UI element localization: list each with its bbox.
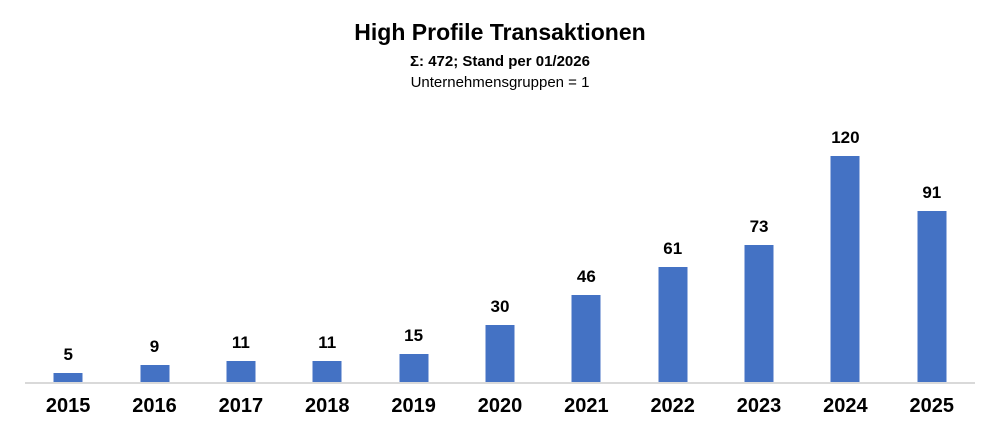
chart-subtitle-line1: Σ: 472; Stand per 01/2026 (410, 53, 590, 70)
bar (658, 267, 688, 382)
bar-value-label: 11 (231, 333, 250, 352)
chart-subtitle-line2: Unternehmensgruppen = 1 (410, 74, 590, 91)
x-axis-line (25, 382, 975, 384)
bar (226, 361, 256, 382)
x-axis-labels-row: 2015 2016 2017 2018 2019 2020 2021 2022 … (25, 394, 975, 418)
bar-group: 46 (543, 102, 629, 382)
x-axis-tick-label: 2017 (218, 395, 264, 417)
x-axis-tick-label: 2020 (477, 395, 523, 417)
x-axis-tick-label: 2016 (132, 395, 177, 417)
x-axis-tick-label: 2021 (564, 395, 609, 417)
bar (830, 156, 860, 382)
bar-group: 73 (716, 102, 802, 382)
plot-area: 5 9 11 11 15 30 46 61 73 120 91 (25, 0, 975, 438)
bar-group: 5 (25, 102, 111, 382)
bar-value-label: 120 (831, 128, 860, 147)
bar (140, 365, 170, 382)
x-axis-tick-label: 2025 (909, 395, 955, 417)
bar-group: 15 (370, 102, 456, 382)
bar (53, 373, 83, 382)
bar (571, 295, 601, 382)
bar (312, 361, 342, 382)
bar-value-label: 11 (318, 333, 337, 352)
bar-value-label: 73 (749, 217, 769, 236)
chart-title: High Profile Transaktionen (354, 19, 646, 45)
bar-group: 120 (802, 102, 888, 382)
bar-group: 30 (457, 102, 543, 382)
bar-value-label: 30 (490, 297, 510, 316)
bar-group: 11 (284, 102, 370, 382)
bar (485, 325, 515, 382)
x-axis-tick-label: 2019 (391, 395, 436, 417)
bar-value-label: 9 (149, 337, 160, 356)
chart-title-block: High Profile Transaktionen Σ: 472; Stand… (0, 19, 1000, 92)
bar-group: 9 (111, 102, 197, 382)
x-axis-tick-label: 2022 (650, 395, 695, 417)
bar-value-label: 46 (576, 267, 596, 286)
x-axis-tick-label: 2024 (823, 395, 868, 417)
bar-group: 91 (889, 102, 975, 382)
x-axis-tick-label: 2023 (736, 395, 782, 417)
bar (744, 245, 774, 382)
bar (399, 354, 429, 382)
x-axis-tick-label: 2018 (305, 395, 350, 417)
bar-group: 61 (630, 102, 716, 382)
bar-value-label: 15 (404, 326, 424, 345)
bar-group: 11 (198, 102, 284, 382)
bar (917, 211, 947, 382)
bars-row: 5 9 11 11 15 30 46 61 73 120 91 (25, 102, 975, 382)
bar-value-label: 5 (63, 345, 73, 364)
x-axis-tick-label: 2015 (45, 395, 91, 417)
bar-value-label: 61 (663, 239, 683, 258)
bar-value-label: 91 (922, 183, 942, 202)
